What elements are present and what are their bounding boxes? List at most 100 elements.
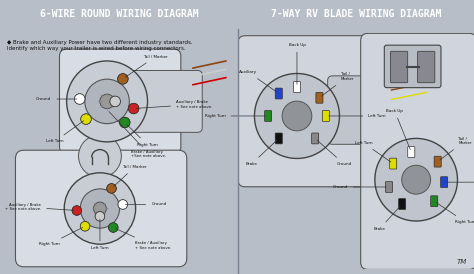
Text: Right Turn: Right Turn [437, 203, 474, 224]
Circle shape [81, 114, 91, 124]
Circle shape [401, 165, 430, 194]
Text: Right Turn: Right Turn [205, 114, 265, 118]
FancyBboxPatch shape [322, 110, 329, 121]
Text: Tail /
Marker: Tail / Marker [322, 72, 354, 96]
FancyBboxPatch shape [276, 134, 282, 143]
FancyBboxPatch shape [441, 177, 447, 188]
FancyBboxPatch shape [126, 70, 202, 132]
FancyBboxPatch shape [16, 150, 187, 267]
FancyBboxPatch shape [399, 199, 405, 209]
FancyBboxPatch shape [408, 147, 415, 158]
FancyBboxPatch shape [238, 36, 370, 187]
FancyBboxPatch shape [418, 51, 435, 83]
Text: Back Up: Back Up [386, 109, 410, 150]
Circle shape [118, 200, 128, 209]
Text: ◆ Brake and Auxiliary Power have two different industry standards.
Identify whic: ◆ Brake and Auxiliary Power have two dif… [7, 39, 193, 51]
FancyBboxPatch shape [323, 112, 328, 121]
Circle shape [80, 221, 90, 231]
Text: Back Up: Back Up [289, 42, 305, 84]
Text: 7-WAY RV BLADE WIRING DIAGRAM: 7-WAY RV BLADE WIRING DIAGRAM [271, 9, 441, 19]
FancyBboxPatch shape [275, 88, 283, 99]
Text: Auxiliary: Auxiliary [447, 180, 474, 184]
FancyBboxPatch shape [361, 33, 474, 269]
FancyBboxPatch shape [312, 134, 318, 143]
FancyBboxPatch shape [399, 199, 406, 209]
Text: Auxiliary / Brake
+ See note above.: Auxiliary / Brake + See note above. [137, 100, 212, 109]
Text: Left Turn: Left Turn [355, 141, 391, 162]
Text: Right Turn: Right Turn [127, 124, 158, 147]
Circle shape [67, 61, 147, 142]
Circle shape [128, 103, 139, 114]
Circle shape [93, 202, 106, 215]
FancyBboxPatch shape [441, 178, 447, 187]
Circle shape [118, 74, 128, 84]
Circle shape [128, 103, 139, 114]
Circle shape [79, 135, 121, 178]
Circle shape [72, 206, 82, 215]
FancyBboxPatch shape [391, 51, 408, 83]
FancyBboxPatch shape [384, 45, 441, 88]
FancyBboxPatch shape [264, 110, 272, 121]
Text: Ground: Ground [36, 97, 77, 101]
Circle shape [107, 184, 116, 193]
Circle shape [100, 94, 114, 109]
Text: Tail / Marker: Tail / Marker [114, 165, 147, 187]
Circle shape [80, 189, 119, 228]
Circle shape [74, 94, 85, 104]
Text: Left Turn: Left Turn [91, 219, 109, 250]
FancyBboxPatch shape [311, 133, 319, 144]
FancyBboxPatch shape [294, 82, 300, 92]
Text: Right Turn: Right Turn [39, 227, 82, 246]
Circle shape [110, 96, 120, 107]
Circle shape [95, 212, 105, 221]
Circle shape [255, 73, 339, 158]
Text: Ground: Ground [126, 202, 166, 207]
FancyBboxPatch shape [275, 133, 283, 144]
Circle shape [72, 206, 82, 215]
Circle shape [81, 114, 91, 124]
Circle shape [118, 74, 128, 84]
Text: Ground: Ground [332, 185, 386, 189]
Circle shape [64, 173, 136, 244]
FancyBboxPatch shape [409, 148, 414, 156]
Text: Left Turn: Left Turn [46, 121, 84, 143]
Circle shape [118, 200, 128, 209]
FancyBboxPatch shape [385, 182, 392, 192]
Circle shape [107, 184, 116, 193]
Text: Brake / Auxiliary
+ See note above.: Brake / Auxiliary + See note above. [116, 229, 171, 250]
FancyBboxPatch shape [431, 196, 438, 207]
FancyBboxPatch shape [317, 93, 322, 102]
FancyBboxPatch shape [390, 158, 397, 169]
Text: Auxiliary: Auxiliary [239, 70, 276, 92]
Text: Left Turn: Left Turn [328, 114, 386, 118]
Circle shape [110, 96, 120, 107]
Circle shape [282, 101, 312, 131]
Circle shape [74, 94, 85, 104]
Circle shape [95, 212, 105, 221]
Circle shape [109, 223, 118, 232]
Text: Tail / Marker: Tail / Marker [125, 55, 168, 77]
FancyBboxPatch shape [316, 92, 323, 103]
Circle shape [109, 223, 118, 232]
Text: Brake: Brake [374, 206, 400, 231]
Text: Brake / Auxiliary
+See note above.: Brake / Auxiliary +See note above. [109, 112, 166, 158]
FancyBboxPatch shape [431, 197, 437, 206]
FancyBboxPatch shape [390, 159, 396, 168]
Circle shape [375, 138, 457, 221]
Circle shape [119, 117, 130, 128]
FancyBboxPatch shape [386, 182, 392, 192]
Circle shape [85, 79, 129, 124]
FancyBboxPatch shape [434, 156, 441, 167]
Text: Brake: Brake [246, 140, 277, 166]
FancyBboxPatch shape [328, 76, 403, 144]
FancyBboxPatch shape [60, 49, 181, 154]
Text: Auxiliary / Brake
+ See note above.: Auxiliary / Brake + See note above. [5, 203, 74, 211]
Text: Ground: Ground [317, 140, 352, 166]
Text: 6-WIRE ROUND WIRING DIAGRAM: 6-WIRE ROUND WIRING DIAGRAM [40, 9, 198, 19]
FancyBboxPatch shape [435, 157, 440, 166]
FancyBboxPatch shape [265, 112, 271, 121]
Text: TM: TM [456, 259, 467, 265]
FancyBboxPatch shape [293, 82, 301, 93]
Text: Tail /
Marker: Tail / Marker [440, 137, 472, 160]
Circle shape [119, 117, 130, 128]
